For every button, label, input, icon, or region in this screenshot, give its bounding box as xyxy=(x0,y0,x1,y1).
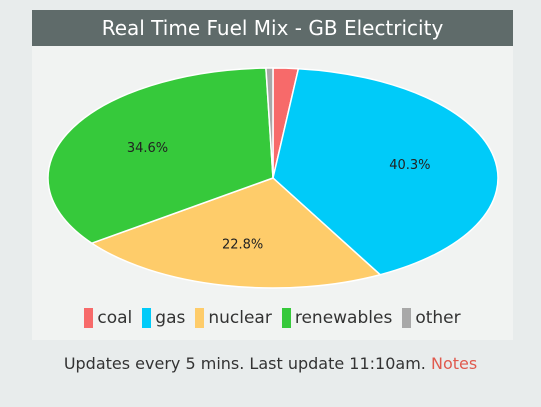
pie-slice-other[interactable] xyxy=(265,67,274,179)
legend-swatch-other xyxy=(402,308,412,328)
legend-item-other[interactable]: other xyxy=(402,308,461,328)
legend-label-renewables: renewables xyxy=(294,308,393,328)
slice-label-gas: 40.3% xyxy=(389,158,430,173)
legend-swatch-gas xyxy=(142,308,152,328)
legend-swatch-coal xyxy=(84,308,94,328)
pie-slice-nuclear[interactable] xyxy=(90,177,382,289)
legend-item-nuclear[interactable]: nuclear xyxy=(195,308,272,328)
legend-item-gas[interactable]: gas xyxy=(142,308,185,328)
legend-label-nuclear: nuclear xyxy=(208,308,272,328)
pie-slice-gas[interactable] xyxy=(272,67,499,276)
chart-title: Real Time Fuel Mix - GB Electricity xyxy=(32,10,513,46)
chart-card: Real Time Fuel Mix - GB Electricity 40.3… xyxy=(32,10,513,340)
legend-swatch-nuclear xyxy=(195,308,205,328)
notes-link[interactable]: Notes xyxy=(430,354,478,373)
legend-label-coal: coal xyxy=(97,308,133,328)
legend-label-other: other xyxy=(415,308,461,328)
update-footer: Updates every 5 mins. Last update 11:10a… xyxy=(0,354,541,380)
legend-label-gas: gas xyxy=(155,308,186,328)
legend-swatch-renewables xyxy=(281,308,291,328)
update-status-text: Updates every 5 mins. Last update 11:10a… xyxy=(63,354,426,373)
pie-slice-renewables[interactable] xyxy=(47,67,274,245)
slice-label-renewables: 34.6% xyxy=(127,141,168,156)
chart-legend: coal gas nuclear renewables other xyxy=(32,306,513,330)
legend-item-coal[interactable]: coal xyxy=(84,308,132,328)
slice-label-nuclear: 22.8% xyxy=(222,238,263,253)
legend-item-renewables[interactable]: renewables xyxy=(281,308,393,328)
pie-chart: 40.3% 22.8% 34.6% xyxy=(47,67,499,289)
